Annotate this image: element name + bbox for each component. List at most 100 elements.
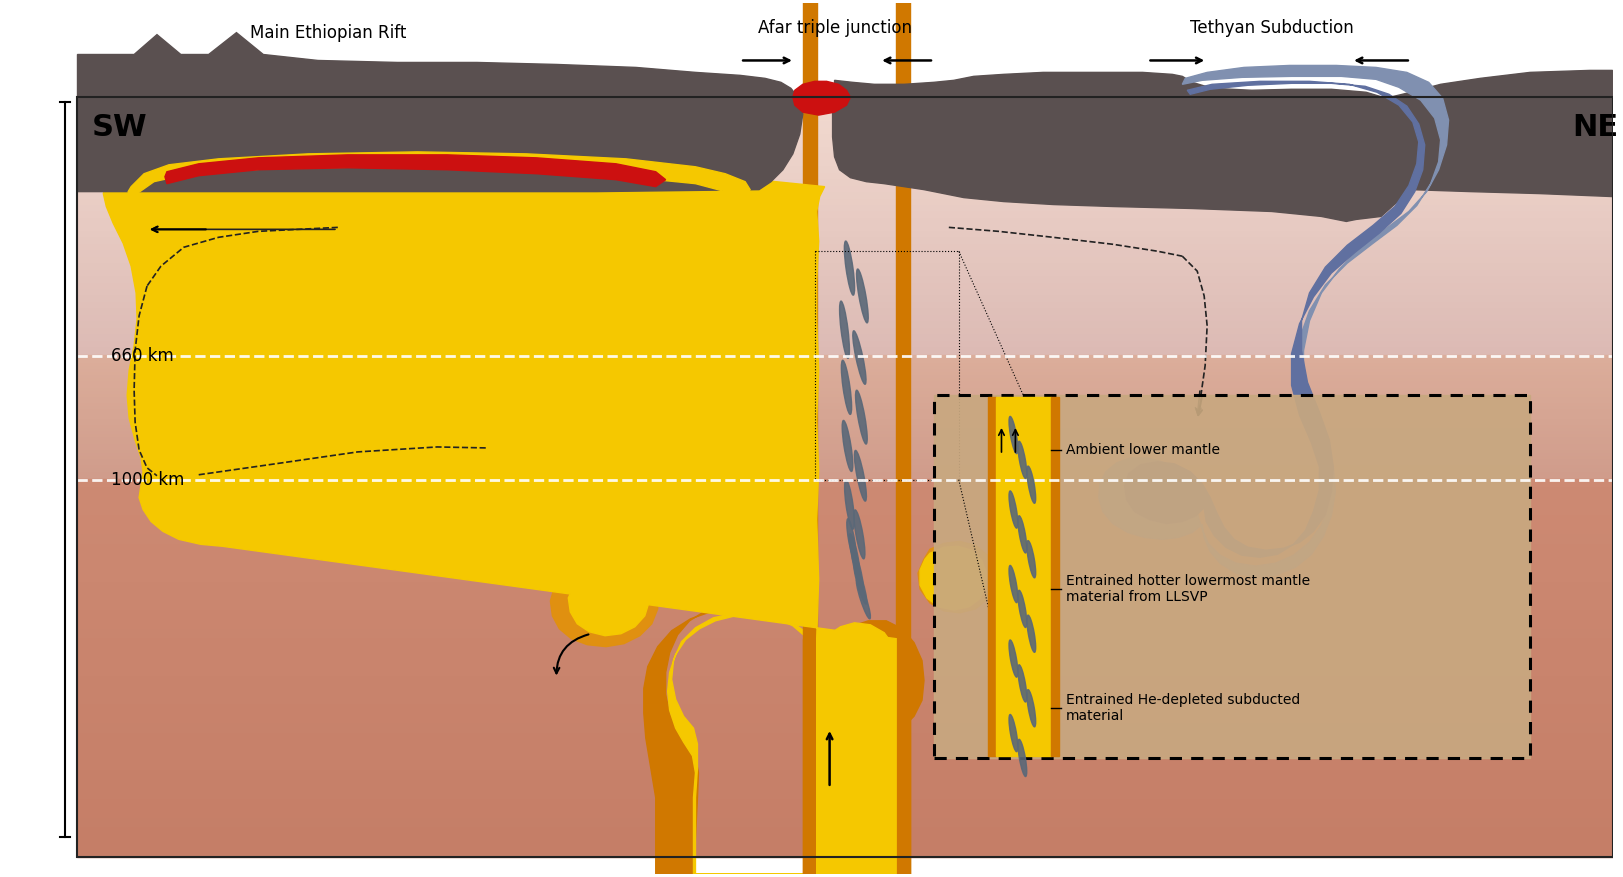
Bar	[78, 395, 1613, 399]
Bar	[78, 370, 1613, 374]
Bar	[78, 475, 1613, 480]
Bar	[78, 479, 1613, 489]
Bar	[78, 438, 1613, 443]
Ellipse shape	[854, 564, 867, 604]
Bar	[78, 535, 1613, 545]
Polygon shape	[833, 73, 1406, 221]
Ellipse shape	[1010, 715, 1018, 752]
Bar	[78, 407, 1613, 411]
Bar	[78, 398, 1613, 403]
Bar	[995, 397, 1052, 756]
Bar	[78, 467, 1613, 470]
Polygon shape	[568, 568, 649, 636]
Ellipse shape	[847, 519, 855, 560]
Bar	[78, 695, 1613, 706]
Bar	[78, 743, 1613, 753]
Text: SW: SW	[91, 112, 148, 141]
Bar	[78, 414, 1613, 417]
Bar	[78, 109, 1613, 117]
Text: Afar triple junction: Afar triple junction	[758, 18, 912, 37]
Bar	[78, 290, 1613, 297]
Ellipse shape	[1018, 590, 1027, 627]
Ellipse shape	[857, 579, 870, 619]
Bar	[78, 574, 1613, 583]
Bar	[896, 0, 911, 874]
Ellipse shape	[855, 390, 867, 444]
Ellipse shape	[841, 360, 852, 415]
Bar	[78, 360, 1613, 365]
Bar	[78, 724, 1613, 735]
Bar	[78, 781, 1613, 791]
Bar	[78, 507, 1613, 517]
Bar	[78, 251, 1613, 259]
Bar	[78, 316, 1613, 324]
Bar	[78, 258, 1613, 265]
Bar	[78, 800, 1613, 810]
Bar	[78, 148, 1613, 155]
Polygon shape	[919, 541, 993, 613]
Bar	[78, 135, 1613, 142]
Polygon shape	[803, 638, 816, 874]
Bar	[78, 451, 1613, 455]
Bar	[78, 239, 1613, 246]
Bar	[78, 219, 1613, 226]
Ellipse shape	[1027, 689, 1035, 727]
Ellipse shape	[1010, 417, 1018, 453]
Ellipse shape	[1027, 615, 1035, 652]
Bar	[78, 380, 1613, 383]
Bar	[78, 667, 1613, 678]
Bar	[78, 435, 1613, 439]
Bar	[78, 283, 1613, 291]
Bar	[78, 497, 1613, 508]
Bar	[78, 473, 1613, 476]
Ellipse shape	[1010, 640, 1018, 677]
Bar	[78, 564, 1613, 574]
Bar	[78, 847, 1613, 858]
Bar	[78, 602, 1613, 612]
Bar	[78, 447, 1613, 452]
Bar	[78, 454, 1613, 458]
Bar	[78, 410, 1613, 415]
Bar	[78, 752, 1613, 763]
Bar	[78, 187, 1613, 194]
Bar	[78, 687, 1613, 697]
Polygon shape	[1125, 82, 1425, 557]
Bar	[78, 358, 1613, 361]
Polygon shape	[78, 32, 803, 191]
Bar	[78, 582, 1613, 593]
Bar	[78, 212, 1613, 220]
Bar	[78, 329, 1613, 336]
Ellipse shape	[1018, 739, 1027, 776]
Ellipse shape	[1010, 491, 1018, 528]
Ellipse shape	[1027, 540, 1035, 578]
Bar	[78, 310, 1613, 317]
Bar	[78, 193, 1613, 201]
Polygon shape	[104, 161, 896, 874]
Bar	[78, 705, 1613, 716]
Ellipse shape	[852, 331, 867, 384]
Bar	[78, 348, 1613, 355]
Text: Ambient lower mantle: Ambient lower mantle	[1066, 443, 1220, 457]
Bar	[78, 245, 1613, 253]
Bar	[78, 457, 1613, 461]
Ellipse shape	[854, 451, 867, 501]
Bar	[78, 818, 1613, 829]
Bar	[78, 592, 1613, 602]
Bar	[78, 97, 1613, 858]
Ellipse shape	[849, 534, 860, 574]
Bar	[78, 432, 1613, 436]
Bar	[78, 376, 1613, 381]
Text: Entrained hotter lowermost mantle
material from LLSVP: Entrained hotter lowermost mantle materi…	[1066, 574, 1310, 604]
Bar	[78, 206, 1613, 213]
Polygon shape	[550, 563, 657, 646]
Bar	[78, 838, 1613, 848]
Bar	[78, 404, 1613, 409]
Bar	[78, 401, 1613, 405]
Bar	[78, 649, 1613, 659]
Bar	[78, 364, 1613, 368]
Bar	[78, 715, 1613, 725]
Bar	[78, 232, 1613, 239]
Bar	[78, 129, 1613, 136]
Text: 1000 km: 1000 km	[112, 471, 185, 488]
Bar	[78, 200, 1613, 207]
